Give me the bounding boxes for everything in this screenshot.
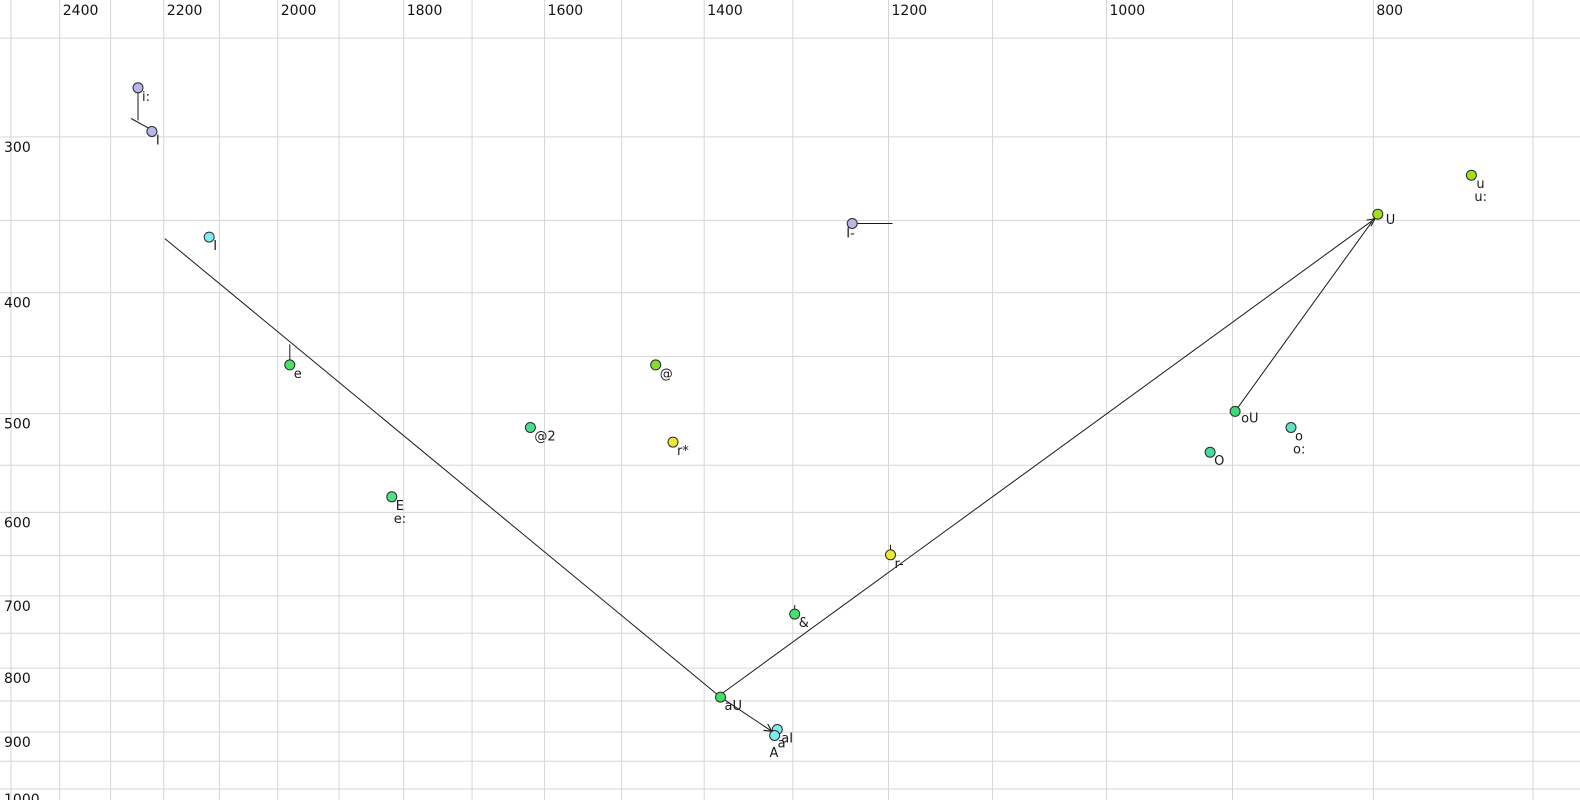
- vowel-label-r-central: r-: [895, 557, 905, 572]
- vowel-point-oU[interactable]: [1229, 405, 1241, 417]
- vowel-point-ampersand[interactable]: [789, 608, 801, 620]
- y-axis-tick-label-700: 700: [4, 599, 31, 615]
- vowel-label-O: O: [1214, 454, 1224, 469]
- x-axis-tick-label-800: 800: [1376, 3, 1403, 19]
- x-axis-tick-label-1000: 1000: [1110, 3, 1146, 19]
- vowel-point-I-central[interactable]: [846, 218, 858, 229]
- vowel-point-r-central[interactable]: [885, 549, 896, 561]
- vowel-point-at[interactable]: [650, 359, 662, 371]
- y-axis-tick-label-1000: 1000: [4, 792, 40, 800]
- vowel-label-u-u-long: u: [1476, 177, 1484, 192]
- x-axis-tick-label-1200: 1200: [892, 3, 928, 19]
- vowel-label-aU: aU: [725, 699, 742, 714]
- vowel-label-r-star: r*: [677, 444, 689, 459]
- vowel-label-oU: oU: [1241, 411, 1258, 426]
- vowel-point-u-u-long[interactable]: [1465, 169, 1477, 181]
- aU-to-U-arrow: [720, 218, 1376, 696]
- vowel-point-I-front[interactable]: [203, 231, 215, 243]
- x-axis-tick-label-2200: 2200: [167, 3, 203, 19]
- vowel-point-U[interactable]: [1372, 208, 1384, 220]
- oU-to-U-line: [1234, 221, 1373, 412]
- vowel-label-at: @: [660, 367, 673, 382]
- vowel-label2-u-u-long: u:: [1474, 190, 1487, 205]
- vowel-point-E-e-long[interactable]: [386, 491, 398, 503]
- vowel-label-I-upper: I: [156, 134, 160, 149]
- vowel-point-r-star[interactable]: [667, 436, 679, 448]
- y-axis-tick-label-800: 800: [4, 671, 31, 687]
- vowel-label-i-long: i:: [142, 90, 150, 105]
- vowel-label-e: e: [294, 367, 302, 382]
- y-axis-tick-label-500: 500: [4, 417, 31, 433]
- y-axis-tick-label-400: 400: [4, 296, 31, 312]
- vowel-label-aI: aI: [781, 732, 793, 747]
- vowel-label2-o-o-long: o:: [1293, 443, 1305, 458]
- vowel-point-o-o-long[interactable]: [1285, 422, 1297, 433]
- vowel-point-aU[interactable]: [715, 691, 726, 703]
- vowel-point-e[interactable]: [284, 359, 296, 371]
- y-axis-tick-label-300: 300: [4, 140, 31, 156]
- aU-to-aI-arrow: [720, 696, 773, 732]
- y-axis-tick-label-600: 600: [4, 515, 31, 531]
- vowel-label-I-front: I: [213, 239, 217, 254]
- vowel-label-A: A: [770, 746, 779, 761]
- vowel-label-o-o-long: o: [1295, 430, 1303, 445]
- vowel-point-I-upper[interactable]: [146, 126, 158, 137]
- x-axis-tick-label-2000: 2000: [281, 3, 317, 19]
- vowel-point-O[interactable]: [1204, 446, 1216, 458]
- x-axis-tick-label-1600: 1600: [548, 3, 584, 19]
- vowel-point-at2[interactable]: [524, 422, 536, 433]
- vowel-point-a[interactable]: [769, 730, 781, 741]
- vowel-label-ampersand: &: [799, 616, 809, 631]
- y-axis-tick-label-900: 900: [4, 735, 31, 751]
- front-diagonal-line: [164, 238, 721, 698]
- vowel-point-i-long[interactable]: [132, 82, 144, 94]
- vowel-label-I-central: I-: [846, 227, 855, 242]
- vowel-label-E-e-long: E: [396, 499, 404, 514]
- vowel-label2-E-e-long: e:: [394, 512, 406, 527]
- x-axis-tick-label-1800: 1800: [407, 3, 443, 19]
- vowel-label-at2: @2: [534, 430, 555, 445]
- x-axis-tick-label-2400: 2400: [63, 3, 99, 19]
- vowel-label-U: U: [1386, 213, 1396, 228]
- vowel-label-a: a: [778, 737, 786, 752]
- x-axis-tick-label-1400: 1400: [707, 3, 743, 19]
